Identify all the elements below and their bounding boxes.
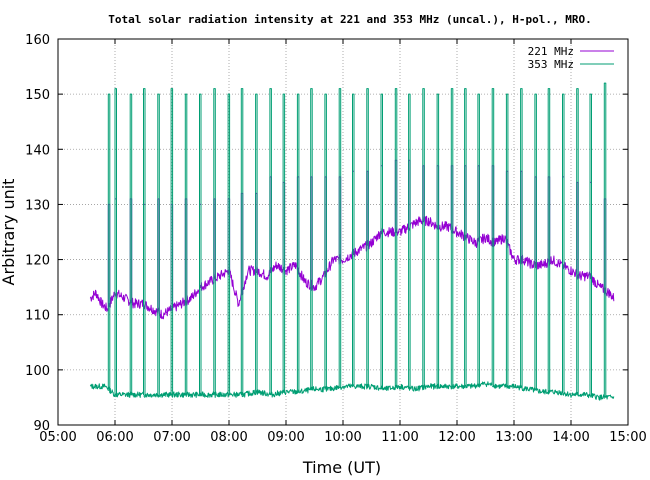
- y-tick-label: 160: [25, 33, 50, 48]
- y-tick-label: 150: [25, 88, 50, 103]
- x-tick-label: 09:00: [267, 430, 304, 445]
- x-tick-label: 05:00: [39, 430, 76, 445]
- y-tick-label: 140: [25, 143, 50, 158]
- x-tick-label: 07:00: [153, 430, 190, 445]
- y-tick-label: 100: [25, 364, 50, 379]
- x-tick-label: 11:00: [381, 430, 418, 445]
- y-tick-label: 110: [25, 309, 50, 324]
- chart-title: Total solar radiation intensity at 221 a…: [108, 13, 591, 26]
- series-layer: [89, 82, 615, 401]
- x-tick-label: 08:00: [210, 430, 247, 445]
- x-axis-label: Time (UT): [302, 458, 381, 477]
- grid: [58, 39, 628, 425]
- legend-label: 221 MHz: [528, 45, 574, 58]
- x-tick-label: 14:00: [552, 430, 589, 445]
- y-ticks: 90 100 110 120 130 140 150 160: [25, 33, 628, 434]
- legend-label: 353 MHz: [528, 58, 574, 71]
- x-tick-label: 13:00: [495, 430, 532, 445]
- x-tick-label: 12:00: [438, 430, 475, 445]
- x-tick-label: 06:00: [96, 430, 133, 445]
- x-tick-label: 15:00: [609, 430, 646, 445]
- y-tick-label: 120: [25, 254, 50, 269]
- x-ticks: 05:00 06:00 07:00 08:00 09:00 10:00 11:00 12:00…: [39, 39, 647, 445]
- x-tick-label: 10:00: [324, 430, 361, 445]
- y-tick-label: 130: [25, 198, 50, 213]
- series-line-353-mhz: [89, 82, 615, 401]
- y-tick-label: 90: [33, 419, 50, 434]
- y-axis-label: Arbitrary unit: [0, 179, 18, 286]
